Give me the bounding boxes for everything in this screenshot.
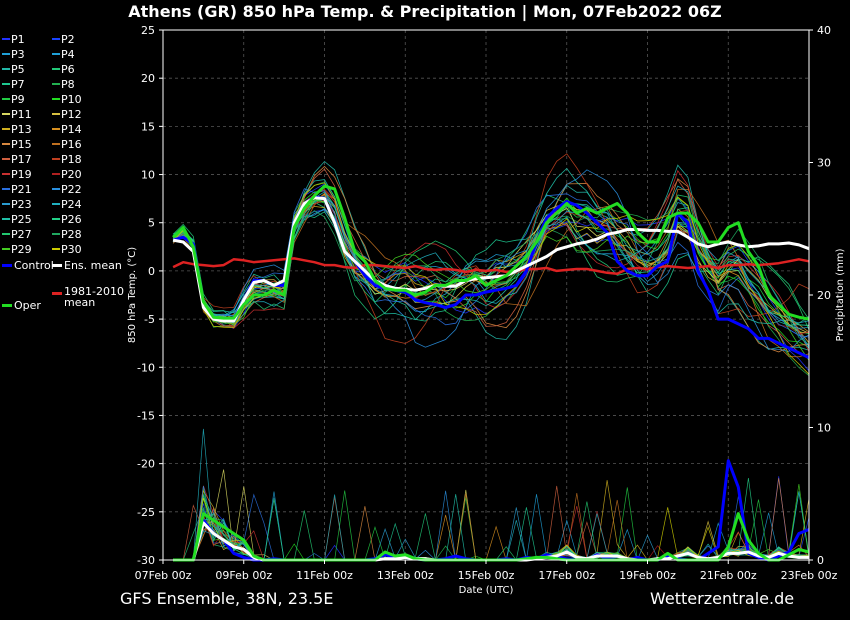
y-tick-label-left: -20 <box>137 458 155 471</box>
legend-member-p17: P17 <box>2 152 32 166</box>
legend-member-p10: P10 <box>52 92 82 106</box>
chart-title: Athens (GR) 850 hPa Temp. & Precipitatio… <box>128 2 722 21</box>
legend-member-p20: P20 <box>52 167 82 181</box>
legend-member-p12: P12 <box>52 107 82 121</box>
member-line-24 <box>172 185 810 349</box>
temp-line-oper <box>172 184 810 321</box>
y-axis-label-left: 850 hPa Temp. (°C) <box>127 247 138 343</box>
legend-member-p29: P29 <box>2 242 32 256</box>
y-tick-label-left: -30 <box>137 554 155 567</box>
legend-member-p6: P6 <box>52 62 75 76</box>
legend-member-p1: P1 <box>2 32 25 46</box>
legend-member-p27: P27 <box>2 227 32 241</box>
x-tick-label: 19Feb 00z <box>619 569 676 582</box>
legend-member-p16: P16 <box>52 137 82 151</box>
legend: Control Ens. mean 1981-2010 mean Oper P1… <box>0 32 130 312</box>
legend-member-p23: P23 <box>2 197 32 211</box>
member-precip-line-1 <box>173 476 810 561</box>
member-precip-line-15 <box>173 478 810 561</box>
y-tick-label-left: -15 <box>137 409 155 422</box>
x-tick-label: 09Feb 00z <box>215 569 272 582</box>
x-axis-label: Date (UTC) <box>459 585 514 596</box>
legend-member-p4: P4 <box>52 47 75 61</box>
precip-line-oper <box>173 512 810 562</box>
y-tick-label-right: 40 <box>817 24 831 37</box>
legend-member-p28: P28 <box>52 227 82 241</box>
source-label: Wetterzentrale.de <box>650 589 795 608</box>
member-line-7 <box>172 203 810 327</box>
y-tick-label-left: 5 <box>148 217 155 230</box>
member-line-9 <box>172 199 810 335</box>
legend-member-p3: P3 <box>2 47 25 61</box>
y-tick-label-left: 20 <box>141 72 155 85</box>
x-tick-label: 11Feb 00z <box>296 569 353 582</box>
x-tick-label: 17Feb 00z <box>538 569 595 582</box>
member-line-30 <box>172 182 810 375</box>
member-precip-line-26 <box>173 477 810 561</box>
temp-line-control <box>172 195 810 359</box>
legend-member-p19: P19 <box>2 167 32 181</box>
y-axis-label-right: Precipitation (mm) <box>835 248 846 341</box>
member-line-26 <box>172 197 810 326</box>
legend-member-p25: P25 <box>2 212 32 226</box>
legend-oper: Oper <box>2 298 41 312</box>
legend-member-p18: P18 <box>52 152 82 166</box>
legend-member-p8: P8 <box>52 77 75 91</box>
y-tick-label-right: 20 <box>817 289 831 302</box>
legend-member-p21: P21 <box>2 182 32 196</box>
y-tick-label-left: -5 <box>144 313 155 326</box>
y-tick-label-right: 30 <box>817 157 831 170</box>
y-tick-label-left: -10 <box>137 361 155 374</box>
y-tick-label-right: 10 <box>817 422 831 435</box>
legend-climate-mean: 1981-2010 mean <box>52 286 127 308</box>
legend-member-p11: P11 <box>2 107 32 121</box>
member-precip-line-20 <box>173 511 809 561</box>
member-line-18 <box>172 153 810 344</box>
axes: 25 20 15 10 5 0 -5 -10 -15 -20 -25 -30 40 30 20 10 0 07Fe… <box>127 24 846 596</box>
temp-line-ens-mean <box>172 196 810 323</box>
x-tick-label: 21Feb 00z <box>700 569 757 582</box>
x-tick-label: 13Feb 00z <box>377 569 434 582</box>
legend-member-p26: P26 <box>52 212 82 226</box>
y-tick-label-right: 0 <box>817 554 824 567</box>
member-line-16 <box>172 189 810 358</box>
x-tick-label: 07Feb 00z <box>135 569 192 582</box>
legend-member-p7: P7 <box>2 77 25 91</box>
legend-member-p15: P15 <box>2 137 32 151</box>
legend-member-p24: P24 <box>52 197 82 211</box>
y-tick-label-left: 15 <box>141 120 155 133</box>
y-tick-label-left: 25 <box>141 24 155 37</box>
model-location-label: GFS Ensemble, 38N, 23.5E <box>120 589 334 608</box>
legend-ens-mean: Ens. mean <box>52 258 122 272</box>
member-precip-line-28 <box>173 513 810 561</box>
member-precip-line-5 <box>173 511 810 561</box>
legend-member-p5: P5 <box>2 62 25 76</box>
legend-member-p22: P22 <box>52 182 82 196</box>
x-tick-label: 15Feb 00z <box>458 569 515 582</box>
member-precip-line-14 <box>173 514 809 561</box>
legend-member-p13: P13 <box>2 122 32 136</box>
series-lines <box>172 184 810 562</box>
y-tick-label-left: 10 <box>141 169 155 182</box>
x-tick-label: 23Feb 00z <box>781 569 838 582</box>
member-precip-line-11 <box>173 469 810 561</box>
temp-line-1981-2010-mean <box>172 257 810 276</box>
legend-control: Control <box>2 258 54 272</box>
legend-member-p30: P30 <box>52 242 82 256</box>
legend-member-p9: P9 <box>2 92 25 106</box>
y-tick-label-left: 0 <box>148 265 155 278</box>
y-tick-label-left: -25 <box>137 506 155 519</box>
legend-member-p14: P14 <box>52 122 82 136</box>
member-spread-lines <box>172 153 810 561</box>
legend-member-p2: P2 <box>52 32 75 46</box>
